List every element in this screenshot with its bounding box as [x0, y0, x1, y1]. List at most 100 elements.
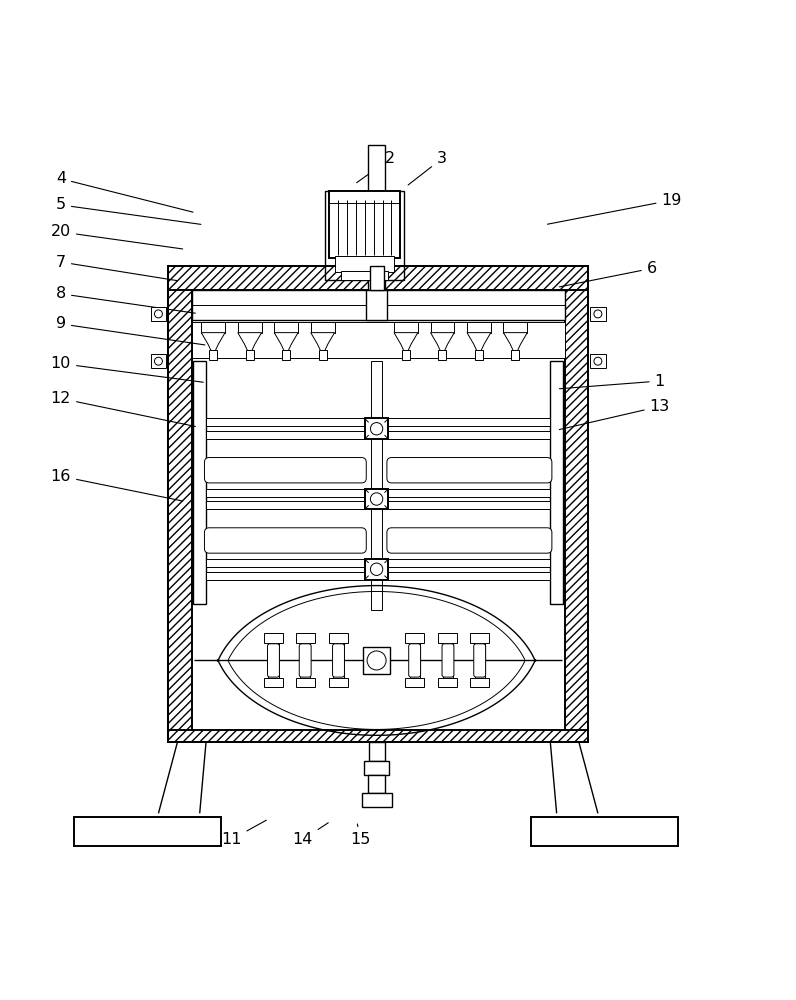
Bar [329, 633, 348, 643]
Text: 20: 20 [51, 224, 182, 249]
Text: 9: 9 [56, 316, 205, 345]
Bar [318, 350, 326, 360]
Bar [388, 501, 550, 509]
FancyBboxPatch shape [387, 528, 552, 553]
Bar [388, 418, 550, 426]
Text: 4: 4 [56, 171, 193, 212]
Text: 13: 13 [560, 399, 670, 430]
Bar [474, 633, 485, 687]
Bar [74, 817, 221, 846]
Bar [238, 322, 262, 333]
Bar [371, 361, 382, 610]
Bar [388, 489, 550, 497]
Text: 5: 5 [56, 197, 201, 224]
Polygon shape [310, 333, 334, 352]
FancyBboxPatch shape [408, 644, 420, 677]
Text: 3: 3 [408, 151, 447, 185]
Text: 2: 2 [357, 151, 395, 183]
Bar [405, 678, 424, 687]
Bar [388, 431, 550, 439]
Bar [590, 354, 606, 368]
Polygon shape [431, 333, 455, 352]
Bar [268, 633, 279, 687]
Circle shape [370, 423, 383, 435]
Bar [363, 647, 390, 674]
Bar [300, 633, 310, 687]
Text: 8: 8 [56, 286, 195, 313]
Bar [366, 290, 387, 320]
Polygon shape [467, 333, 491, 352]
Bar [439, 633, 458, 643]
Bar [206, 418, 365, 426]
Bar [310, 322, 334, 333]
Bar [364, 761, 389, 775]
Bar [150, 307, 166, 321]
Bar [402, 350, 410, 360]
Bar [206, 489, 365, 497]
Bar [206, 431, 365, 439]
Bar [470, 633, 490, 643]
Circle shape [370, 563, 383, 575]
Text: 11: 11 [221, 820, 267, 847]
Circle shape [594, 357, 602, 365]
Bar [365, 489, 388, 509]
Text: 6: 6 [560, 261, 657, 287]
Bar [409, 633, 419, 687]
FancyBboxPatch shape [333, 644, 345, 677]
Bar [334, 633, 344, 687]
Bar [443, 633, 453, 687]
Bar [369, 742, 384, 761]
Bar [295, 633, 314, 643]
Text: 7: 7 [56, 255, 178, 281]
Bar [264, 633, 283, 643]
Text: 16: 16 [51, 469, 183, 501]
Text: 12: 12 [51, 391, 195, 426]
FancyBboxPatch shape [205, 528, 366, 553]
Bar [168, 730, 588, 742]
Bar [467, 322, 491, 333]
Bar [168, 266, 192, 742]
Bar [341, 271, 388, 280]
Bar [209, 350, 217, 360]
Bar [439, 350, 447, 360]
Bar [439, 678, 458, 687]
Bar [550, 361, 563, 604]
Bar [329, 678, 348, 687]
FancyBboxPatch shape [267, 644, 279, 677]
Bar [431, 322, 455, 333]
Text: 10: 10 [51, 356, 203, 382]
Bar [329, 191, 400, 258]
Bar [531, 817, 678, 846]
Bar [283, 350, 290, 360]
Text: 19: 19 [548, 193, 682, 224]
Polygon shape [201, 333, 225, 352]
FancyBboxPatch shape [299, 644, 311, 677]
Bar [168, 266, 588, 290]
Circle shape [594, 310, 602, 318]
Bar [394, 322, 418, 333]
FancyBboxPatch shape [474, 644, 486, 677]
Bar [564, 266, 588, 742]
Circle shape [370, 493, 383, 505]
Bar [193, 361, 206, 604]
Bar [368, 145, 385, 290]
Bar [388, 559, 550, 567]
Polygon shape [504, 333, 527, 352]
Bar [388, 572, 550, 580]
Bar [206, 572, 365, 580]
FancyBboxPatch shape [205, 458, 366, 483]
Bar [192, 322, 564, 358]
Text: 14: 14 [293, 823, 328, 847]
Circle shape [154, 310, 162, 318]
Bar [275, 322, 298, 333]
Bar [295, 678, 314, 687]
Bar [201, 322, 225, 333]
Bar [335, 256, 394, 272]
Bar [590, 307, 606, 321]
FancyBboxPatch shape [387, 458, 552, 483]
Bar [475, 350, 483, 360]
Circle shape [367, 651, 386, 670]
Polygon shape [275, 333, 298, 352]
Polygon shape [238, 333, 262, 352]
Bar [325, 191, 404, 280]
